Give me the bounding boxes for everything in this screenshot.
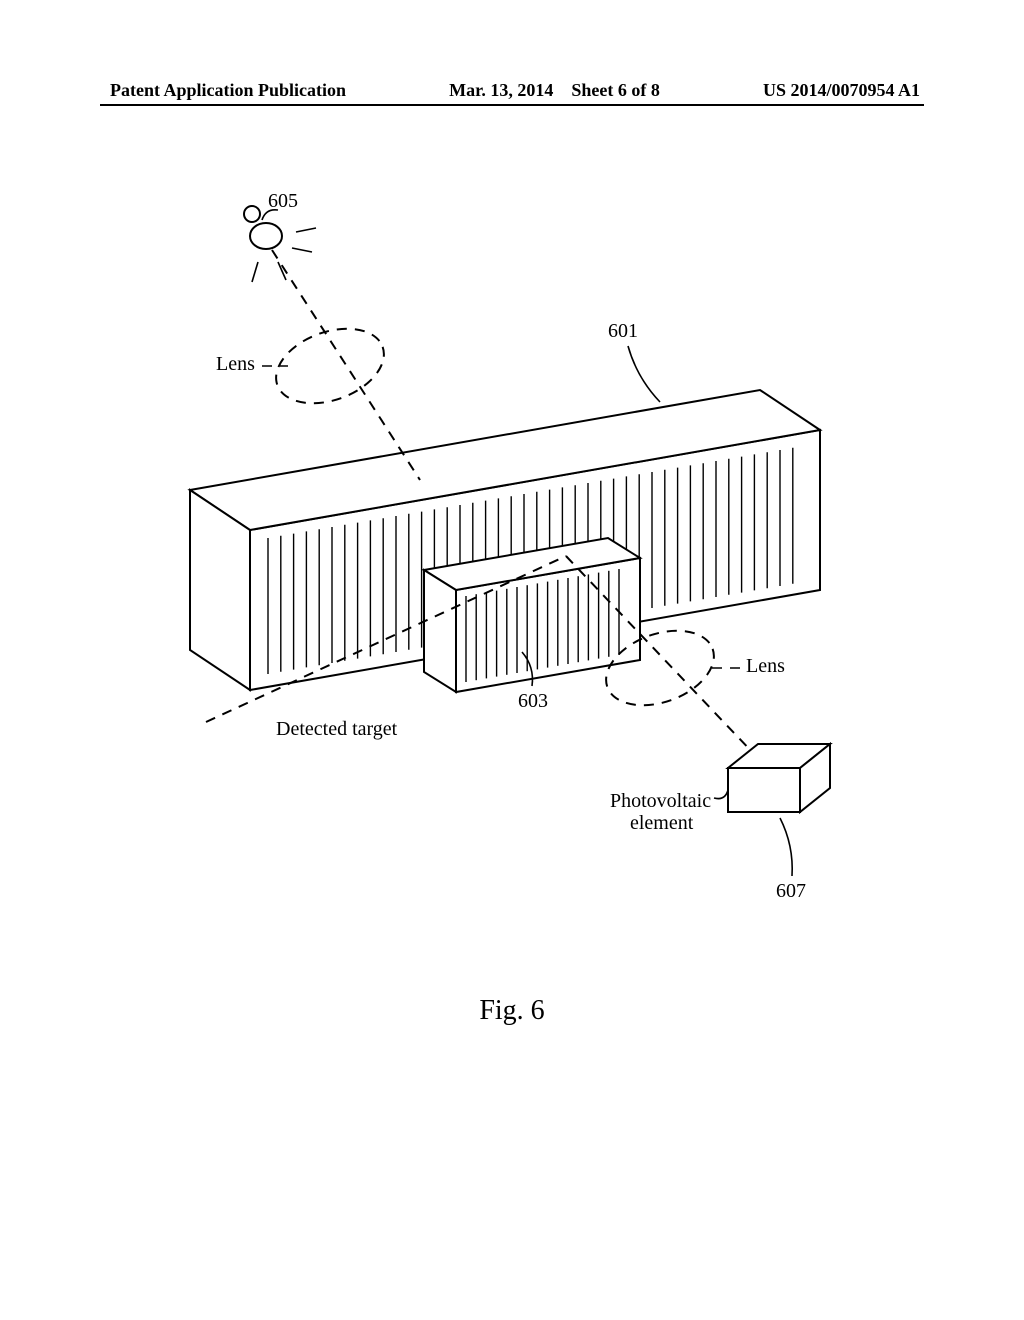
header-sheet: Sheet 6 of 8 xyxy=(571,80,660,100)
header-middle: Mar. 13, 2014 Sheet 6 of 8 xyxy=(449,80,660,101)
figure-svg xyxy=(100,170,924,990)
label-601: 601 xyxy=(608,320,638,343)
label-photovoltaic-2: element xyxy=(630,812,693,835)
header-date: Mar. 13, 2014 xyxy=(449,80,553,100)
figure-caption: Fig. 6 xyxy=(0,995,1024,1027)
label-lens2: Lens xyxy=(746,655,785,678)
header-right: US 2014/0070954 A1 xyxy=(763,80,920,101)
page-header: Patent Application Publication Mar. 13, … xyxy=(110,80,920,101)
label-607: 607 xyxy=(776,880,806,903)
label-lens1: Lens xyxy=(216,353,255,376)
label-605: 605 xyxy=(268,190,298,213)
header-rule xyxy=(100,104,924,106)
figure-6: 605 Lens 601 603 Lens Detected target Ph… xyxy=(100,170,924,990)
header-left: Patent Application Publication xyxy=(110,80,346,101)
label-603: 603 xyxy=(518,690,548,713)
label-detected-target: Detected target xyxy=(276,718,397,741)
label-photovoltaic-1: Photovoltaic xyxy=(610,790,711,813)
page: Patent Application Publication Mar. 13, … xyxy=(0,0,1024,1320)
